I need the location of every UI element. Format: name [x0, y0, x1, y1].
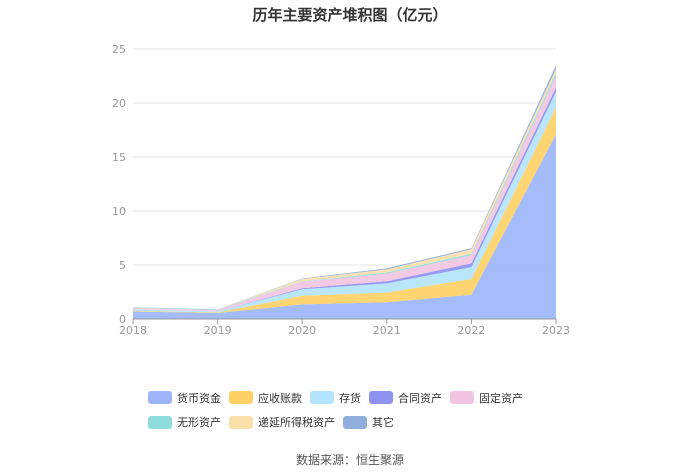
legend-label: 其它 [372, 416, 394, 429]
legend-label: 应收账款 [258, 391, 302, 405]
legend-item[interactable]: 应收账款 [229, 391, 302, 405]
y-tick-label: 10 [112, 205, 126, 218]
legend-label: 固定资产 [479, 391, 523, 405]
legend-swatch [369, 391, 393, 404]
x-tick-label: 2023 [542, 324, 570, 337]
legend-label: 无形资产 [177, 416, 221, 429]
legend-item[interactable]: 合同资产 [369, 391, 442, 405]
legend-swatch [229, 415, 253, 429]
legend-swatch [148, 391, 172, 404]
legend-item[interactable]: 存货 [310, 391, 361, 405]
x-tick-label: 2021 [373, 324, 401, 337]
legend: 货币资金 应收账款 存货 合同资产 固定资产无形资产 递延所得税资产 其它 [148, 389, 578, 438]
area-series [133, 65, 556, 319]
area-series-0[interactable] [133, 134, 556, 319]
x-tick-label: 2020 [288, 324, 316, 337]
x-tick-label: 2018 [119, 324, 147, 337]
x-tick-label: 2019 [204, 324, 232, 337]
y-tick-label: 15 [112, 151, 126, 164]
legend-item[interactable]: 无形资产 [148, 415, 221, 429]
legend-item[interactable]: 递延所得税资产 [229, 415, 335, 429]
legend-item[interactable]: 固定资产 [450, 391, 523, 405]
legend-item[interactable]: 货币资金 [148, 391, 221, 405]
axes: 0 5 10 15 20 25 2018 2019 2020 2021 2022 2023 [112, 43, 570, 337]
x-tick-label: 2022 [457, 324, 485, 337]
legend-swatch [310, 391, 334, 404]
legend-swatch [229, 391, 253, 404]
data-source: 数据来源：恒生聚源 [295, 453, 404, 467]
chart-title: 历年主要资产堆积图（亿元） [252, 6, 448, 24]
legend-swatch [450, 391, 474, 404]
legend-label: 货币资金 [177, 391, 221, 405]
y-tick-label: 20 [112, 97, 126, 110]
legend-swatch [148, 415, 172, 429]
y-tick-label: 25 [112, 43, 126, 56]
legend-item[interactable]: 其它 [343, 415, 394, 429]
legend-swatch [343, 415, 367, 429]
legend-label: 合同资产 [398, 391, 442, 405]
y-tick-label: 0 [119, 313, 126, 326]
y-tick-label: 5 [119, 259, 126, 272]
legend-label: 存货 [339, 391, 361, 405]
legend-label: 递延所得税资产 [258, 416, 335, 429]
